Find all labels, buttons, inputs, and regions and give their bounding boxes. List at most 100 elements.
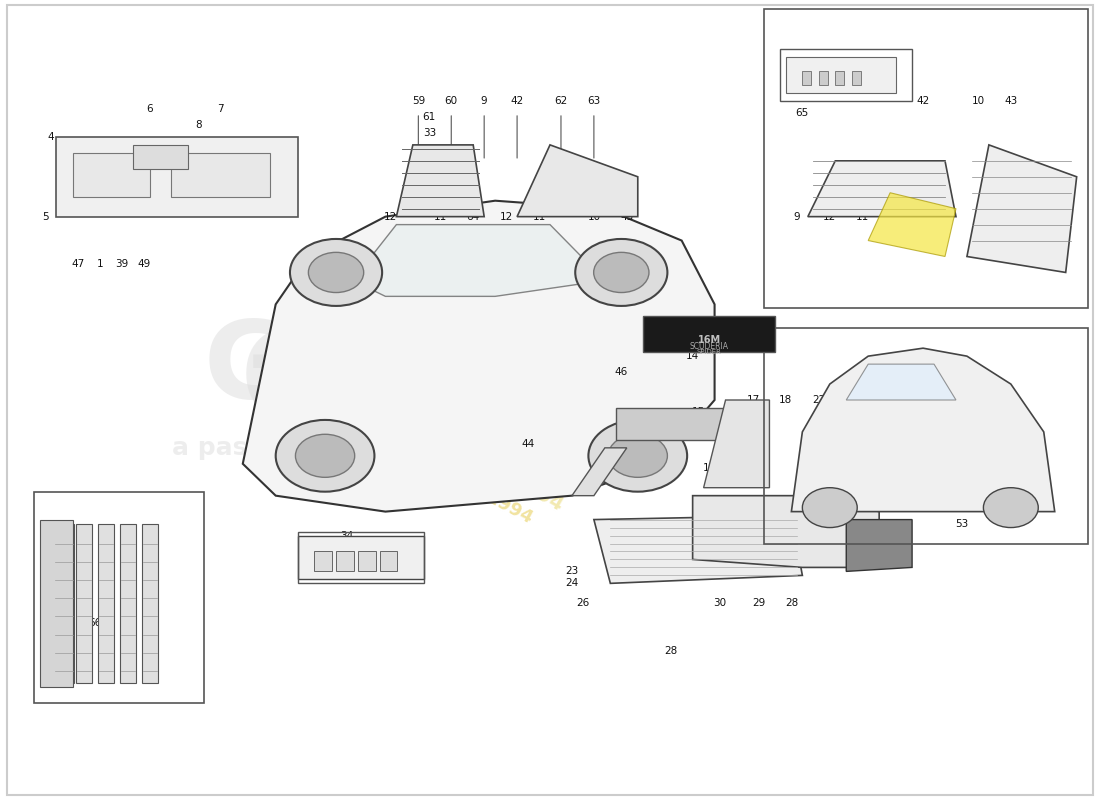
Text: 63: 63 — [587, 96, 601, 106]
Text: 11: 11 — [856, 212, 869, 222]
Bar — [802, 70, 811, 85]
Text: 56: 56 — [659, 462, 672, 473]
Text: 42: 42 — [510, 96, 524, 106]
Text: 3: 3 — [218, 164, 224, 174]
Text: 43: 43 — [1004, 96, 1018, 106]
Text: 38: 38 — [314, 546, 327, 557]
Text: 31: 31 — [850, 431, 864, 441]
Polygon shape — [396, 145, 484, 217]
Text: 52: 52 — [104, 140, 118, 150]
Polygon shape — [517, 145, 638, 217]
Text: 68: 68 — [406, 550, 419, 561]
Bar — [379, 551, 397, 571]
Polygon shape — [594, 515, 802, 583]
Text: 62: 62 — [554, 96, 568, 106]
Text: a passion for parts since 1994: a passion for parts since 1994 — [257, 368, 536, 527]
Bar — [142, 523, 158, 683]
Text: 57: 57 — [736, 510, 749, 521]
Bar — [780, 50, 912, 101]
Circle shape — [308, 252, 364, 293]
Text: 14: 14 — [686, 351, 700, 361]
Text: 11: 11 — [433, 212, 447, 222]
Circle shape — [290, 239, 382, 306]
Circle shape — [575, 239, 668, 306]
Text: SPIDER: SPIDER — [696, 349, 722, 355]
Text: 33: 33 — [422, 128, 436, 138]
Bar — [835, 70, 844, 85]
Text: 61: 61 — [422, 112, 436, 122]
Text: 4: 4 — [47, 132, 54, 142]
Text: 42: 42 — [916, 96, 930, 106]
Text: 43: 43 — [620, 212, 634, 222]
Text: 2: 2 — [240, 156, 246, 166]
Bar — [764, 328, 1088, 543]
Text: 17: 17 — [747, 395, 760, 405]
Text: 28: 28 — [664, 646, 678, 656]
Bar — [764, 10, 1088, 308]
Bar — [315, 551, 332, 571]
Text: 67: 67 — [362, 550, 375, 561]
Bar — [73, 153, 150, 197]
Text: 46: 46 — [615, 367, 628, 377]
Text: 47: 47 — [72, 259, 85, 270]
Text: 25: 25 — [615, 462, 628, 473]
Circle shape — [608, 434, 668, 478]
Text: 13: 13 — [653, 335, 667, 346]
Text: 58: 58 — [697, 522, 711, 533]
Text: 9: 9 — [481, 96, 487, 106]
Bar — [56, 137, 298, 217]
Bar — [120, 523, 136, 683]
Text: a passion for parts since 1994: a passion for parts since 1994 — [271, 333, 566, 515]
Circle shape — [802, 488, 857, 527]
Text: 1: 1 — [97, 259, 103, 270]
Bar — [298, 535, 424, 579]
Text: 15: 15 — [692, 407, 705, 417]
Polygon shape — [572, 448, 627, 496]
Bar — [40, 519, 73, 687]
Bar — [358, 551, 375, 571]
Text: 66: 66 — [88, 618, 101, 628]
Bar — [818, 70, 827, 85]
Text: 7: 7 — [218, 104, 224, 114]
Circle shape — [296, 434, 354, 478]
Bar — [644, 316, 774, 352]
Polygon shape — [967, 145, 1077, 273]
Text: 19: 19 — [703, 462, 716, 473]
Bar — [785, 57, 895, 93]
Bar — [133, 145, 188, 169]
Polygon shape — [352, 225, 605, 296]
Circle shape — [588, 420, 688, 492]
Text: 34: 34 — [340, 530, 353, 541]
Bar — [54, 523, 74, 683]
Text: 65: 65 — [795, 108, 808, 118]
Text: 18: 18 — [779, 395, 792, 405]
Circle shape — [276, 420, 374, 492]
Text: 26: 26 — [576, 598, 590, 608]
Text: 51: 51 — [609, 562, 623, 573]
Text: 12: 12 — [823, 212, 836, 222]
Text: 48: 48 — [72, 156, 85, 166]
Text: 64: 64 — [466, 212, 480, 222]
Text: 11: 11 — [532, 212, 546, 222]
Circle shape — [594, 252, 649, 293]
Bar — [336, 551, 353, 571]
Text: 10: 10 — [971, 96, 984, 106]
Text: 55: 55 — [637, 462, 650, 473]
Text: 5: 5 — [42, 212, 48, 222]
Text: 45: 45 — [911, 474, 924, 485]
Bar — [298, 531, 424, 583]
Text: 41: 41 — [747, 462, 760, 473]
Polygon shape — [791, 348, 1055, 512]
Text: 36: 36 — [340, 550, 353, 561]
Text: 59: 59 — [411, 96, 425, 106]
Text: 16: 16 — [736, 403, 749, 413]
Text: 24: 24 — [565, 578, 579, 588]
Text: 53: 53 — [955, 518, 968, 529]
Text: 28: 28 — [784, 598, 798, 608]
Text: 16M: 16M — [697, 335, 720, 345]
Text: 29: 29 — [751, 598, 766, 608]
Polygon shape — [704, 400, 769, 488]
Text: 21: 21 — [725, 462, 738, 473]
Text: 54: 54 — [598, 458, 612, 469]
Bar — [98, 523, 114, 683]
